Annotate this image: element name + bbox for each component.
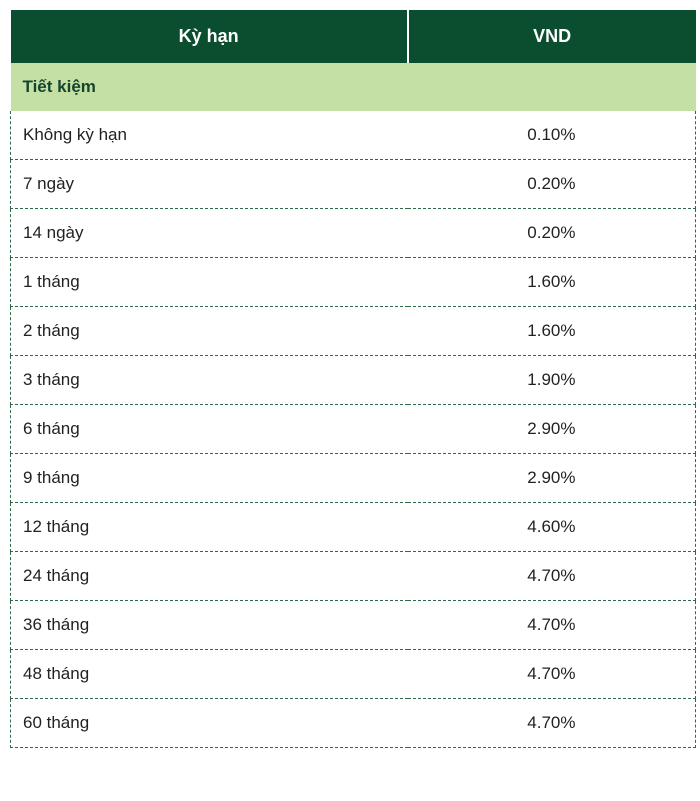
table-row: 60 tháng4.70% — [11, 699, 696, 748]
section-label: Tiết kiệm — [11, 63, 696, 111]
table-row: 2 tháng1.60% — [11, 307, 696, 356]
table-row: 1 tháng1.60% — [11, 258, 696, 307]
cell-term: 9 tháng — [11, 454, 408, 503]
cell-rate: 2.90% — [408, 454, 696, 503]
table-row: 7 ngày0.20% — [11, 160, 696, 209]
table-row: 6 tháng2.90% — [11, 405, 696, 454]
table-row: 12 tháng4.60% — [11, 503, 696, 552]
cell-term: Không kỳ hạn — [11, 111, 408, 160]
cell-term: 14 ngày — [11, 209, 408, 258]
cell-rate: 1.60% — [408, 258, 696, 307]
table-row: 3 tháng1.90% — [11, 356, 696, 405]
cell-rate: 0.20% — [408, 209, 696, 258]
cell-rate: 2.90% — [408, 405, 696, 454]
cell-term: 24 tháng — [11, 552, 408, 601]
table-header: Kỳ hạn VND — [11, 10, 696, 63]
cell-term: 3 tháng — [11, 356, 408, 405]
cell-term: 6 tháng — [11, 405, 408, 454]
table-row: 24 tháng4.70% — [11, 552, 696, 601]
table-row: Không kỳ hạn0.10% — [11, 111, 696, 160]
section-row: Tiết kiệm — [11, 63, 696, 111]
cell-rate: 0.20% — [408, 160, 696, 209]
cell-rate: 4.70% — [408, 699, 696, 748]
table-row: 48 tháng4.70% — [11, 650, 696, 699]
cell-rate: 1.90% — [408, 356, 696, 405]
table-row: 9 tháng2.90% — [11, 454, 696, 503]
cell-term: 60 tháng — [11, 699, 408, 748]
cell-rate: 4.60% — [408, 503, 696, 552]
cell-rate: 0.10% — [408, 111, 696, 160]
cell-term: 1 tháng — [11, 258, 408, 307]
cell-rate: 4.70% — [408, 552, 696, 601]
cell-rate: 1.60% — [408, 307, 696, 356]
table-row: 36 tháng4.70% — [11, 601, 696, 650]
cell-term: 36 tháng — [11, 601, 408, 650]
cell-term: 2 tháng — [11, 307, 408, 356]
table-body: Tiết kiệm Không kỳ hạn0.10%7 ngày0.20%14… — [11, 63, 696, 748]
cell-rate: 4.70% — [408, 650, 696, 699]
cell-term: 48 tháng — [11, 650, 408, 699]
interest-rate-table: Kỳ hạn VND Tiết kiệm Không kỳ hạn0.10%7 … — [10, 10, 696, 748]
column-header-rate: VND — [408, 10, 696, 63]
cell-term: 12 tháng — [11, 503, 408, 552]
cell-rate: 4.70% — [408, 601, 696, 650]
column-header-term: Kỳ hạn — [11, 10, 408, 63]
cell-term: 7 ngày — [11, 160, 408, 209]
table-row: 14 ngày0.20% — [11, 209, 696, 258]
